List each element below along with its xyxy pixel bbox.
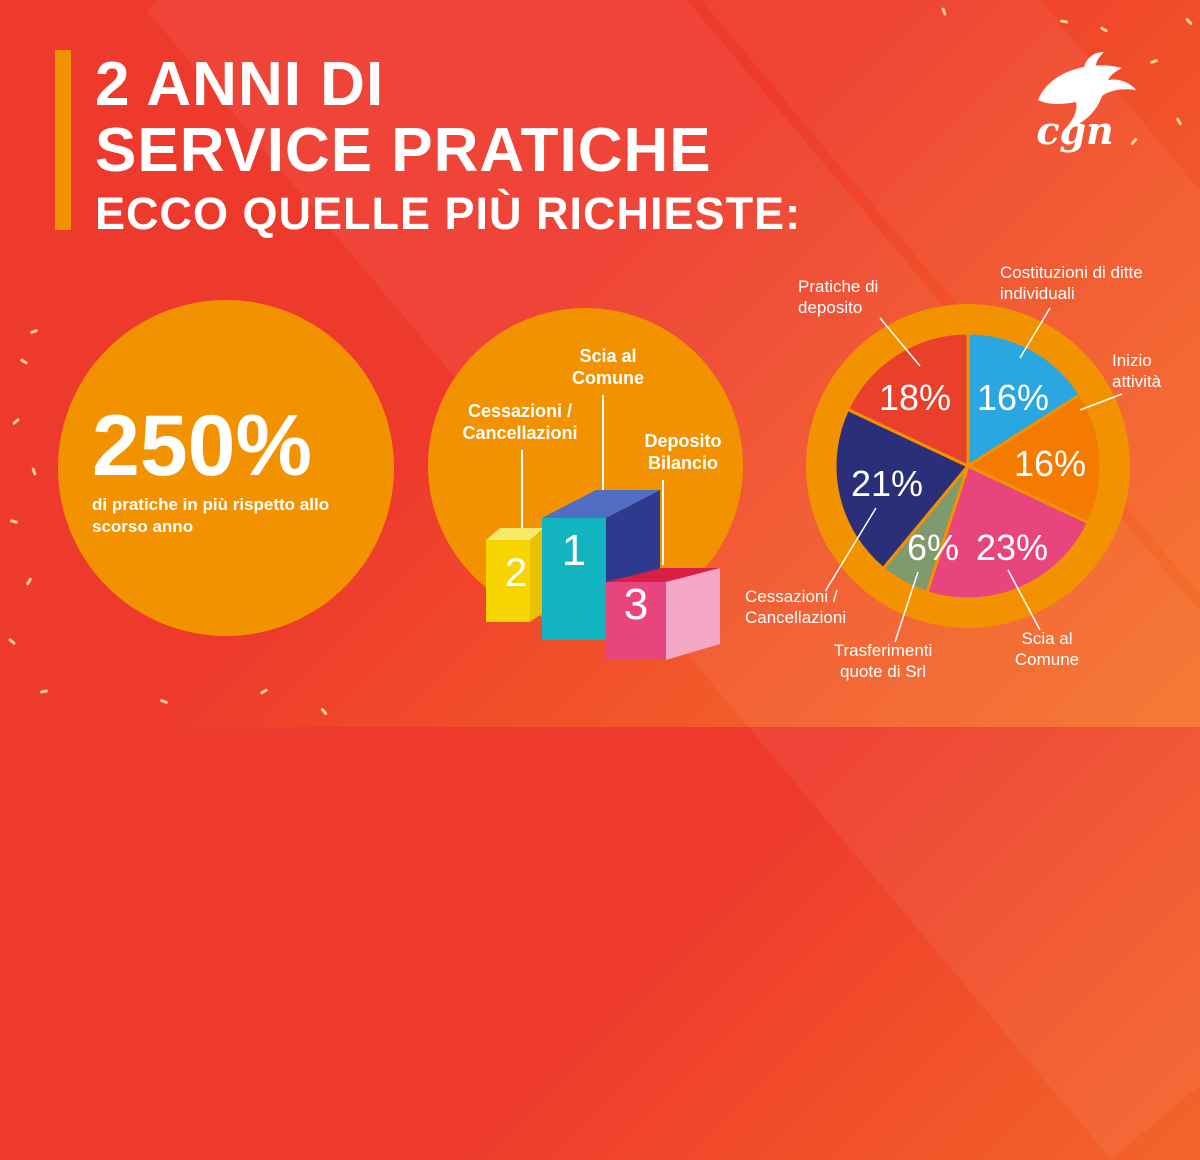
stat-caption: di pratiche in più rispetto allo scorso … xyxy=(92,495,330,536)
stat-circle xyxy=(58,300,394,636)
dolphin-icon xyxy=(1038,52,1136,130)
pie-value-label: 18% xyxy=(879,377,951,418)
pie-value-label: 16% xyxy=(977,377,1049,418)
pie-slice xyxy=(966,331,1083,469)
brand-logo: cgn xyxy=(1036,108,1114,153)
stat-value: 250% xyxy=(92,398,312,494)
subtitle: ECCO QUELLE PIÙ RICHIESTE: xyxy=(95,188,802,239)
pie-leader-line xyxy=(1007,569,1041,631)
pie-slice xyxy=(845,331,970,469)
pie-leader-line xyxy=(1019,307,1051,359)
podium-rank-2: 2 xyxy=(504,551,528,595)
pie-category-label: Costituzioni di ditte individuali xyxy=(1000,263,1143,303)
pie-value-label: 23% xyxy=(976,527,1048,568)
pie-leader-line xyxy=(894,571,919,643)
pie-leader-line xyxy=(879,317,921,367)
pie-value-label: 16% xyxy=(1014,443,1086,484)
title-accent-bar xyxy=(55,50,71,230)
podium-label-2: Cessazioni / Cancellazioni xyxy=(462,401,578,443)
pie-category-label: Cessazioni / Cancellazioni xyxy=(745,587,847,627)
pie-category-label: Trasferimenti quote di Srl xyxy=(833,641,933,681)
pie-chart: 16% 16% 23% 6% 21% 18% xyxy=(806,304,1130,643)
pie-value-label: 6% xyxy=(907,527,959,568)
podium-label-3: Deposito Bilancio xyxy=(644,431,722,473)
pie-category-label: Pratiche di deposito xyxy=(798,277,879,317)
pie-category-label: Inizio attività xyxy=(1112,351,1162,391)
title-line-2: SERVICE PRATICHE xyxy=(95,116,712,185)
pie-slice xyxy=(964,392,1103,525)
title-line-1: 2 ANNI DI xyxy=(95,50,385,119)
pie-value-label: 21% xyxy=(851,463,923,504)
pie-slice xyxy=(925,463,1091,601)
pie-category-label: Scia al Comune xyxy=(1014,629,1080,669)
pie-leader-line xyxy=(825,507,877,591)
podium-label-1: Scia al Comune xyxy=(572,346,644,388)
pie-slice xyxy=(833,407,971,571)
pie-leader-line xyxy=(1079,393,1123,411)
